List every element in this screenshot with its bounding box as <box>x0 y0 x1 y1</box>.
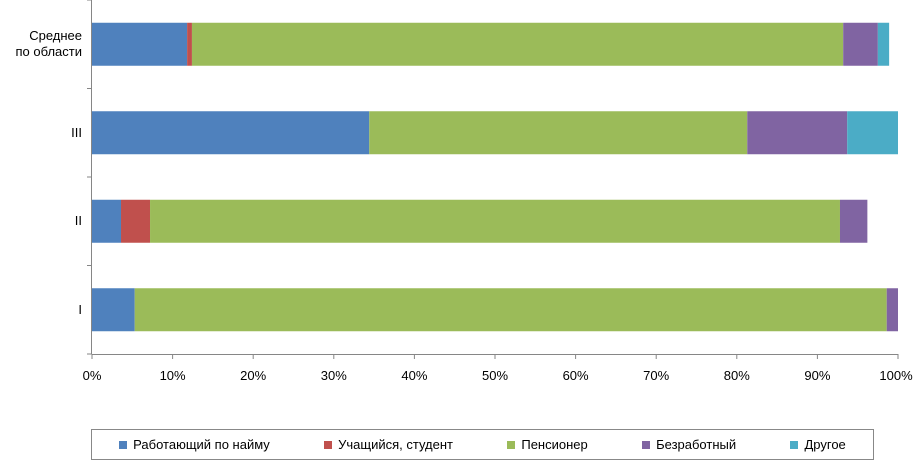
x-tick-label: 40% <box>401 368 428 383</box>
bar-segment-3-3 <box>886 288 898 332</box>
bar-segment-0-3 <box>843 22 878 66</box>
x-tick-label: 20% <box>240 368 267 383</box>
legend-item: Пенсионер <box>507 437 588 452</box>
legend-swatch <box>790 440 799 449</box>
legend-label: Учащийся, студент <box>338 437 454 452</box>
x-tick-label: 80% <box>723 368 750 383</box>
x-tick-label: 90% <box>804 368 831 383</box>
x-tick-label: 70% <box>643 368 670 383</box>
category-label: Среднее по области <box>15 28 82 60</box>
x-tick-label: 60% <box>562 368 589 383</box>
legend-item: Работающий по найму <box>119 437 270 452</box>
bar-segment-3-2 <box>134 288 887 332</box>
x-tick-label: 10% <box>159 368 186 383</box>
bar-segment-2-2 <box>150 199 840 243</box>
bar-segment-0-1 <box>187 22 192 66</box>
legend-swatch <box>507 440 516 449</box>
category-label: II <box>74 213 82 229</box>
x-tick-label: 30% <box>320 368 347 383</box>
category-label: III <box>71 124 82 140</box>
bar-segment-1-0 <box>92 111 370 155</box>
bar-segment-1-4 <box>847 111 898 155</box>
bar-segment-1-2 <box>369 111 748 155</box>
x-tick-label: 0% <box>82 368 102 383</box>
bar-segment-0-0 <box>92 22 188 66</box>
legend-label: Другое <box>804 437 846 452</box>
bar-segment-3-0 <box>92 288 135 332</box>
bar-segment-1-3 <box>747 111 848 155</box>
legend-item: Другое <box>790 437 846 452</box>
legend-item: Учащийся, студент <box>324 437 453 452</box>
legend-item: Безработный <box>642 437 736 452</box>
bar-segment-2-1 <box>121 199 151 243</box>
category-label: I <box>78 301 82 317</box>
bar-segment-0-4 <box>877 22 890 66</box>
bar-segment-2-0 <box>92 199 122 243</box>
legend-label: Безработный <box>656 437 737 452</box>
bar-segment-0-2 <box>191 22 844 66</box>
legend-swatch <box>324 440 333 449</box>
x-tick-label: 50% <box>481 368 509 383</box>
x-tick-label: 100% <box>879 368 913 383</box>
legend-swatch <box>119 440 128 449</box>
legend-swatch <box>642 440 651 449</box>
legend-label: Работающий по найму <box>133 437 270 452</box>
legend-label: Пенсионер <box>521 437 588 452</box>
legend: Работающий по найму Учащийся, студент Пенс… <box>91 429 874 460</box>
bar-segment-2-3 <box>839 199 868 243</box>
